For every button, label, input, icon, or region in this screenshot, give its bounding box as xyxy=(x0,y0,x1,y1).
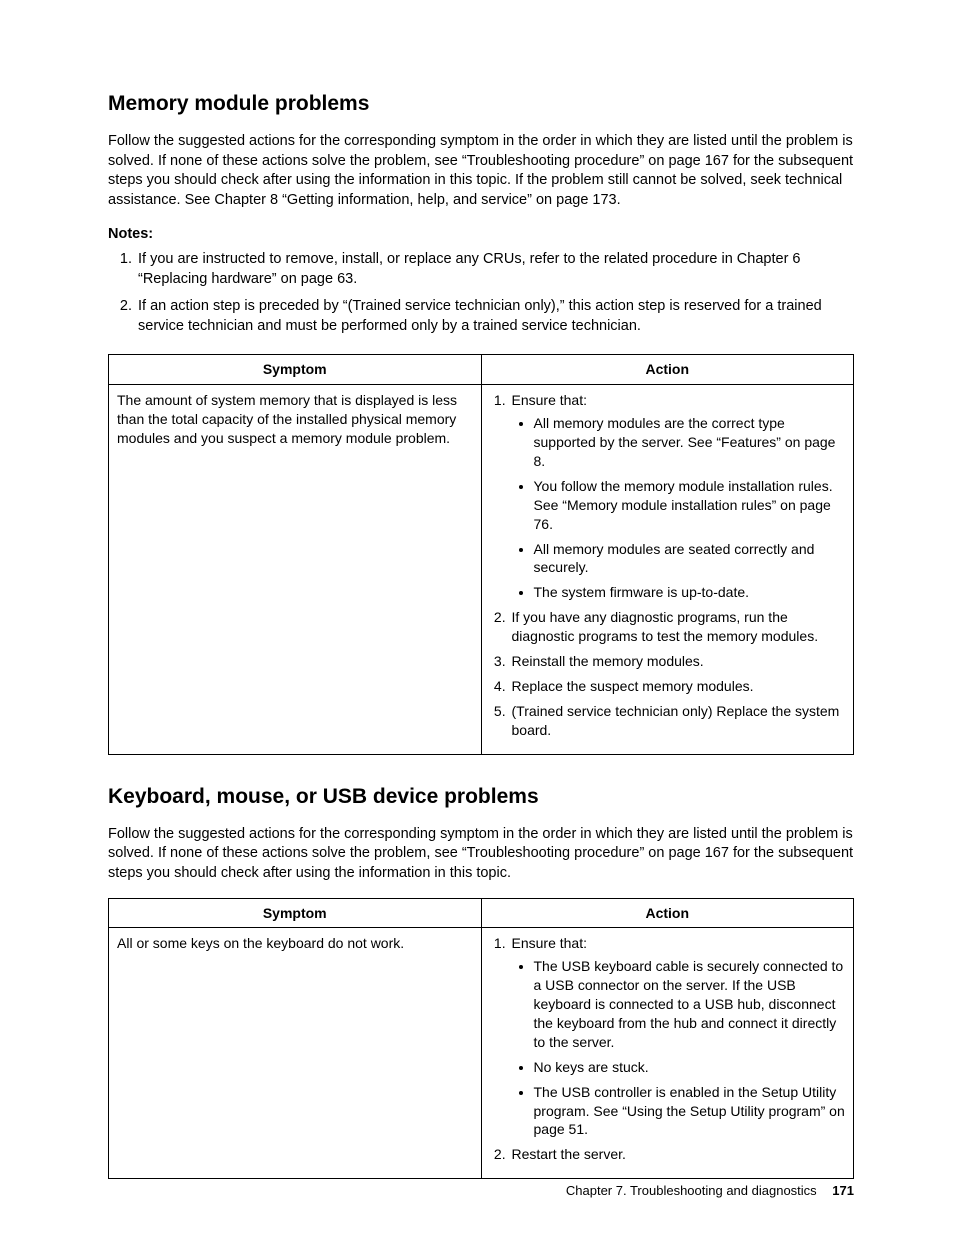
action-sub-list: The USB keyboard cable is securely conne… xyxy=(512,957,846,1139)
action-step: (Trained service technician only) Replac… xyxy=(510,702,846,740)
action-sub-item: All memory modules are seated correctly … xyxy=(534,540,846,578)
table-row: The amount of system memory that is disp… xyxy=(109,385,854,754)
table-row: All or some keys on the keyboard do not … xyxy=(109,928,854,1179)
table-header-symptom: Symptom xyxy=(109,898,482,928)
action-sub-item: The USB controller is enabled in the Set… xyxy=(534,1083,846,1140)
action-step: Ensure that: All memory modules are the … xyxy=(510,391,846,602)
footer-chapter: Chapter 7. Troubleshooting and diagnosti… xyxy=(566,1183,817,1198)
action-list: Ensure that: The USB keyboard cable is s… xyxy=(490,934,846,1164)
section-heading-keyboard: Keyboard, mouse, or USB device problems xyxy=(108,783,854,811)
troubleshooting-table-keyboard: Symptom Action All or some keys on the k… xyxy=(108,898,854,1180)
symptom-cell: All or some keys on the keyboard do not … xyxy=(109,928,482,1179)
troubleshooting-table-memory: Symptom Action The amount of system memo… xyxy=(108,354,854,754)
section-intro-keyboard: Follow the suggested actions for the cor… xyxy=(108,825,854,884)
action-sub-list: All memory modules are the correct type … xyxy=(512,414,846,602)
table-header-action: Action xyxy=(481,355,854,385)
action-list: Ensure that: All memory modules are the … xyxy=(490,391,846,739)
action-step: Ensure that: The USB keyboard cable is s… xyxy=(510,934,846,1139)
action-step: Restart the server. xyxy=(510,1145,846,1164)
section-heading-memory: Memory module problems xyxy=(108,90,854,118)
action-step: Reinstall the memory modules. xyxy=(510,652,846,671)
action-step-lead: Ensure that: xyxy=(512,392,588,408)
notes-list: If you are instructed to remove, install… xyxy=(108,250,854,336)
action-sub-item: No keys are stuck. xyxy=(534,1058,846,1077)
action-cell: Ensure that: The USB keyboard cable is s… xyxy=(481,928,854,1179)
section-intro-memory: Follow the suggested actions for the cor… xyxy=(108,132,854,210)
document-page: Memory module problems Follow the sugges… xyxy=(0,0,954,1257)
notes-label: Notes: xyxy=(108,225,854,245)
notes-item: If you are instructed to remove, install… xyxy=(136,250,854,289)
footer-page-number: 171 xyxy=(832,1183,854,1198)
action-step: If you have any diagnostic programs, run… xyxy=(510,608,846,646)
action-sub-item: The system firmware is up-to-date. xyxy=(534,583,846,602)
action-step: Replace the suspect memory modules. xyxy=(510,677,846,696)
page-footer: Chapter 7. Troubleshooting and diagnosti… xyxy=(566,1182,854,1200)
action-sub-item: The USB keyboard cable is securely conne… xyxy=(534,957,846,1051)
table-header-symptom: Symptom xyxy=(109,355,482,385)
notes-item: If an action step is preceded by “(Train… xyxy=(136,297,854,336)
table-header-action: Action xyxy=(481,898,854,928)
symptom-cell: The amount of system memory that is disp… xyxy=(109,385,482,754)
action-step-lead: Ensure that: xyxy=(512,935,588,951)
action-sub-item: All memory modules are the correct type … xyxy=(534,414,846,471)
action-cell: Ensure that: All memory modules are the … xyxy=(481,385,854,754)
action-sub-item: You follow the memory module installatio… xyxy=(534,477,846,534)
